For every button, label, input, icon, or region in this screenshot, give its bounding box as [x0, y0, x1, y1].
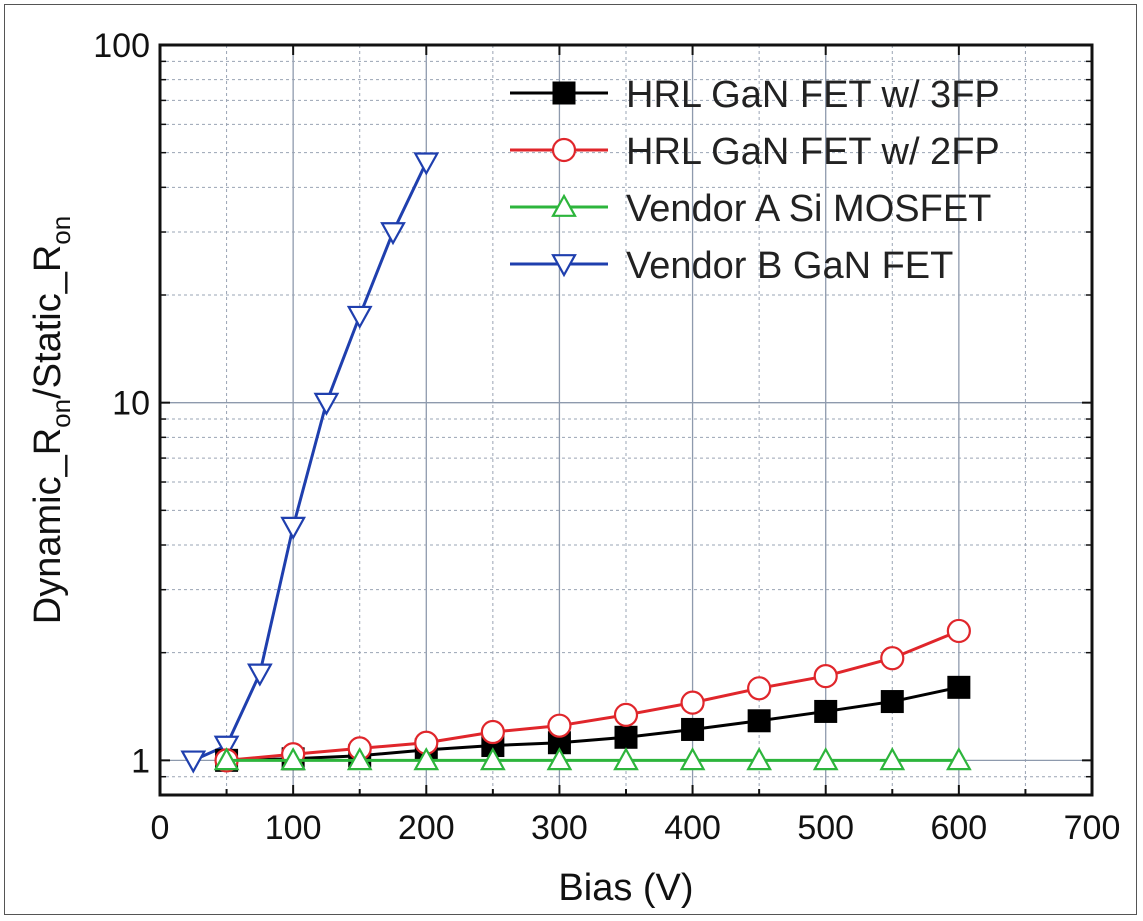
data-point	[945, 747, 972, 771]
data-point	[213, 747, 240, 771]
data-point	[812, 747, 839, 771]
data-point	[546, 747, 573, 771]
x-tick-label: 200	[398, 809, 455, 847]
data-point	[479, 747, 506, 771]
data-point	[879, 747, 906, 771]
data-point	[346, 747, 373, 771]
legend-marker	[551, 137, 577, 163]
y-axis-title: Dynamic_Ron/Static_Ron	[27, 216, 76, 624]
x-tick-label: 700	[1064, 809, 1121, 847]
x-tick-label: 100	[265, 809, 322, 847]
y-tick-label: 10	[112, 385, 150, 423]
data-point	[413, 747, 440, 771]
data-point	[380, 222, 406, 246]
data-point	[814, 699, 838, 723]
y-tick-label: 1	[131, 742, 150, 780]
legend-marker	[552, 81, 576, 105]
x-tick-label: 600	[930, 809, 987, 847]
legend-label: Vendor B GaN FET	[626, 245, 953, 287]
legend-label: HRL GaN FET w/ 3FP	[626, 74, 1000, 116]
legend-marker	[551, 254, 577, 278]
data-point	[547, 713, 572, 738]
data-point	[613, 747, 639, 771]
series-layer	[180, 152, 972, 774]
legend-label: HRL GaN FET w/ 2FP	[626, 131, 1000, 173]
x-tick-label: 300	[531, 809, 588, 847]
x-axis-title: Bias (V)	[558, 867, 693, 909]
data-point	[213, 735, 240, 759]
series-1	[214, 618, 971, 773]
axis-ticks	[159, 44, 1093, 795]
x-tick-label: 400	[664, 809, 721, 847]
series-3	[180, 152, 440, 774]
legend-item: Vendor A Si MOSFET	[510, 188, 991, 230]
data-point	[680, 690, 705, 715]
data-point	[346, 305, 373, 330]
y-axis-title-part-b: /Static_R	[27, 245, 69, 399]
data-point	[614, 725, 638, 749]
series-line	[192, 161, 428, 762]
series-2	[213, 747, 972, 771]
legend: HRL GaN FET w/ 3FP HRL GaN FET w/ 2FP Vend…	[510, 74, 1000, 287]
data-point	[880, 646, 905, 671]
x-tick-label: 500	[797, 809, 854, 847]
data-point	[746, 747, 773, 771]
data-point	[747, 676, 772, 701]
data-point	[947, 675, 971, 699]
data-point	[480, 719, 505, 745]
series-0	[215, 675, 971, 772]
data-point	[880, 690, 904, 714]
data-point	[613, 702, 639, 727]
figure-frame	[4, 4, 1137, 915]
data-point	[413, 152, 440, 176]
data-point	[681, 717, 705, 741]
y-axis-title-part-a: Dynamic_R	[27, 428, 69, 624]
data-point	[679, 747, 706, 771]
data-point	[246, 663, 273, 687]
legend-marker	[551, 193, 577, 217]
data-point	[813, 663, 838, 689]
data-point	[946, 618, 971, 644]
legend-item: HRL GaN FET w/ 2FP	[510, 131, 1000, 173]
x-tick-label: 0	[151, 809, 170, 847]
legend-label: Vendor A Si MOSFET	[626, 188, 991, 230]
legend-item: Vendor B GaN FET	[510, 245, 953, 287]
data-point	[180, 750, 207, 774]
legend-item: HRL GaN FET w/ 3FP	[510, 74, 1000, 116]
y-tick-label: 100	[93, 27, 150, 65]
y-axis-title-sub-b: on	[46, 216, 76, 245]
data-point	[747, 709, 771, 733]
data-point	[280, 747, 307, 771]
data-point	[313, 392, 340, 416]
y-axis-title-sub-a: on	[46, 399, 76, 428]
y-tick-labels: 1 10 100	[93, 27, 150, 780]
data-point	[280, 516, 307, 540]
x-tick-labels: 0 100 200 300 400 500 600 700	[151, 809, 1121, 847]
